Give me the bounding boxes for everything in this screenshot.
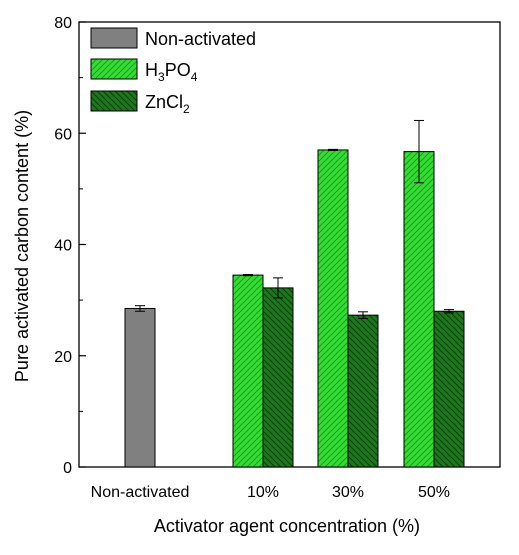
bar — [347, 314, 379, 468]
y-tick-label: 0 — [63, 460, 72, 477]
legend: Non-activated H3PO4 ZnCl2 — [90, 27, 256, 116]
x-tick-label: 30% — [332, 484, 364, 501]
y-tick-label: 20 — [54, 349, 72, 366]
x-tick-label: 10% — [247, 484, 279, 501]
bar — [232, 274, 264, 468]
legend-swatch — [90, 90, 138, 112]
legend-label: ZnCl2 — [145, 92, 190, 116]
bar — [317, 149, 349, 468]
y-tick-label: 80 — [54, 15, 72, 32]
legend-swatch — [90, 27, 138, 49]
bars-group — [124, 149, 465, 468]
y-axis: 0 20 40 60 80 — [54, 15, 86, 477]
legend-label: H3PO4 — [145, 60, 198, 84]
bar — [124, 307, 156, 468]
x-tick-label: Non-activated — [91, 484, 190, 501]
bar — [433, 310, 465, 468]
bar — [403, 151, 435, 468]
x-tick-label: 50% — [418, 484, 450, 501]
y-tick-label: 40 — [54, 238, 72, 255]
error-bars-group — [135, 119, 454, 319]
x-axis: Non-activated 10% 30% 50% — [91, 484, 450, 501]
legend-swatch — [90, 58, 138, 80]
y-axis-title: Pure activated carbon content (%) — [12, 110, 32, 382]
legend-label: Non-activated — [145, 29, 256, 49]
bar — [262, 287, 294, 468]
x-axis-title: Activator agent concentration (%) — [154, 516, 420, 536]
y-tick-label: 60 — [54, 126, 72, 143]
